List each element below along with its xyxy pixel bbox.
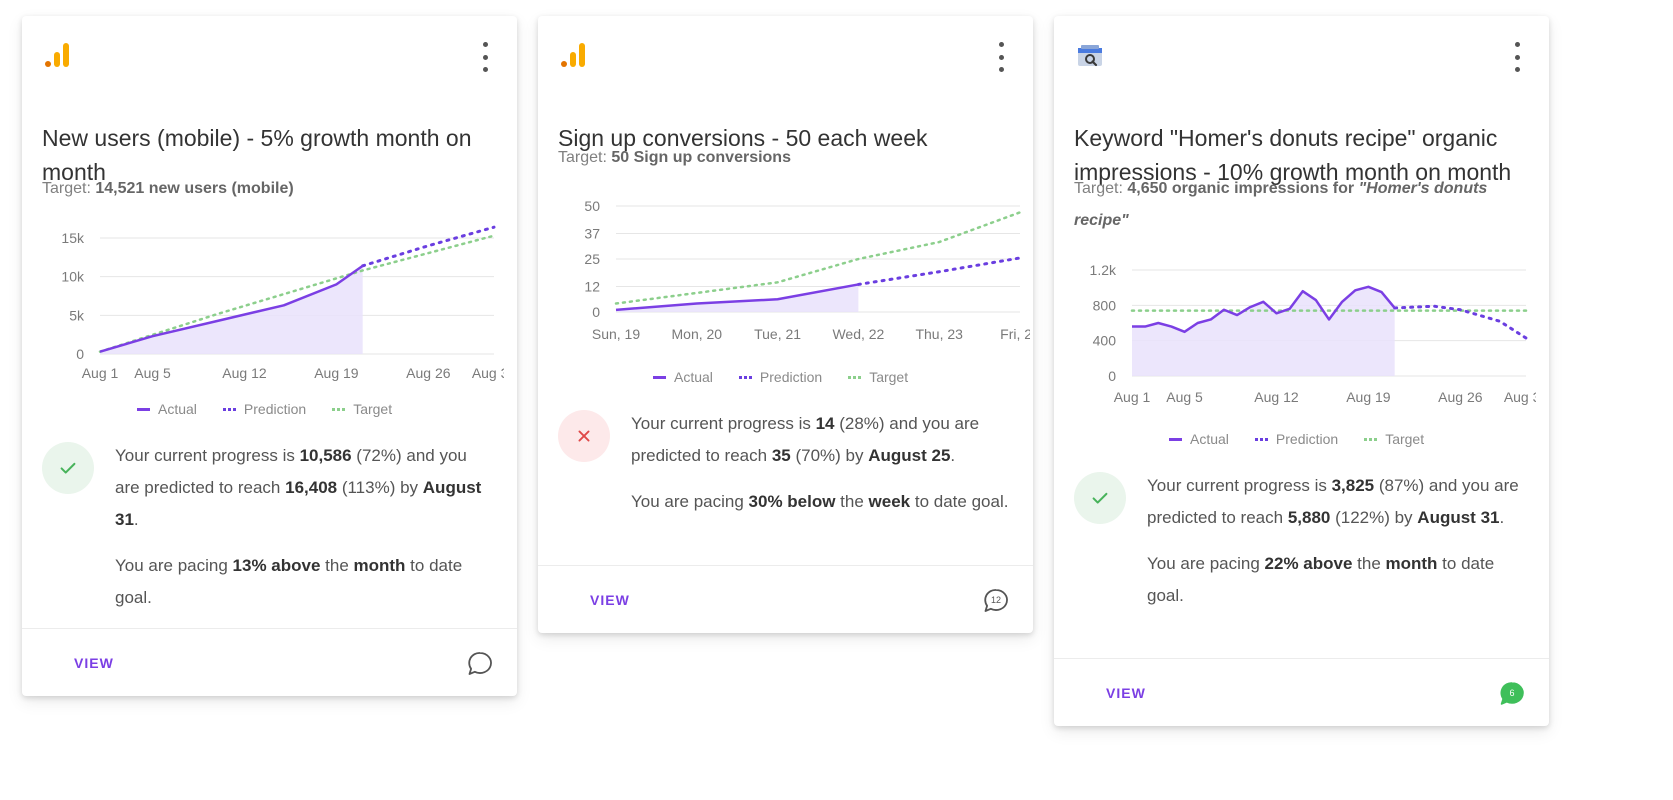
legend-actual: Actual [137,401,197,417]
x-tick-label: Aug 12 [222,365,267,381]
analytics-bars-icon [42,40,74,72]
y-tick-label: 0 [76,346,84,362]
actual-line [99,264,364,353]
comment-count: 6 [1509,688,1515,698]
card-target: Target: 4,650 organic impressions for "H… [1074,180,1488,229]
y-tick-label: 10k [61,269,85,285]
y-tick-label: 5k [69,307,85,323]
target-line [614,211,1022,305]
more-options-menu-icon[interactable] [1511,42,1523,72]
card-target: Target: 14,521 new users (mobile) [42,180,294,197]
comment-icon[interactable]: 12 [981,586,1011,616]
y-tick-label: 0 [1108,368,1116,384]
y-tick-label: 12 [584,279,600,295]
target-line [98,234,496,353]
actual-area [100,265,363,354]
x-tick-label: Aug 31 [472,365,504,381]
more-options-menu-icon[interactable] [995,42,1007,72]
actual-line [615,283,859,312]
x-tick-label: Aug 26 [406,365,451,381]
view-button[interactable]: VIEW [1106,685,1146,701]
goal-card-new-users: New users (mobile) - 5% growth month on … [22,16,517,696]
card-title: Keyword "Homer's donuts recipe" organic … [1074,125,1512,185]
card-target: Target: 50 Sign up conversions [558,149,791,166]
x-tick-label: Aug 12 [1254,389,1299,405]
more-options-menu-icon[interactable] [479,42,491,72]
y-tick-label: 37 [584,226,600,242]
legend-actual: Actual [1169,431,1229,447]
y-tick-label: 25 [584,251,600,267]
card-title: Sign up conversions - 50 each week [558,125,928,151]
legend-prediction: Prediction [738,369,822,385]
prediction-line [361,225,496,268]
legend-prediction: Prediction [1254,431,1338,447]
progress-chart: 0 12 25 37 50 Sun, 19 Mon, 20 Tue, 21 Wed, 22 Thu… [584,198,1030,342]
card-footer: VIEW 12 [538,565,1033,633]
status-success-icon [42,442,94,494]
x-tick-label: Fri, 24 [1000,326,1030,342]
x-tick-label: Aug 19 [314,365,359,381]
legend-target: Target [332,401,392,417]
chart-legend: Actual Prediction Target [137,401,392,417]
x-tick-label: Aug 19 [1346,389,1391,405]
y-tick-label: 400 [1093,333,1117,349]
chart-legend: Actual Prediction Target [653,369,908,385]
card-title: New users (mobile) - 5% growth month on … [42,125,472,185]
goal-card-keyword-impressions: Keyword "Homer's donuts recipe" organic … [1054,16,1549,726]
x-tick-label: Aug 1 [1114,389,1151,405]
progress-summary: Your current progress is 10,586 (72%) an… [115,446,482,607]
prediction-line [856,256,1022,286]
status-success-icon [1074,472,1126,524]
x-tick-label: Tue, 21 [754,326,801,342]
y-tick-label: 1.2k [1090,262,1117,278]
actual-line [1132,285,1396,334]
legend-target: Target [1364,431,1424,447]
analytics-bars-icon [558,40,590,72]
x-tick-label: Mon, 20 [672,326,723,342]
progress-summary: Your current progress is 3,825 (87%) and… [1147,476,1519,605]
x-tick-label: Aug 5 [134,365,171,381]
progress-summary: Your current progress is 14 (28%) and yo… [631,414,1009,511]
x-tick-label: Aug 31 [1504,389,1536,405]
x-tick-label: Wed, 22 [832,326,884,342]
goal-card-sign-up-conversions: Sign up conversions - 50 each week Targe… [538,16,1033,633]
prediction-line [1393,304,1528,340]
status-error-icon [558,410,610,462]
y-tick-label: 800 [1093,297,1117,313]
card-footer: VIEW [22,628,517,696]
x-tick-label: Sun, 19 [592,326,640,342]
y-tick-label: 0 [592,304,600,320]
card-footer: VIEW 6 [1054,658,1549,726]
search-console-icon [1074,40,1106,72]
y-tick-label: 50 [584,198,600,214]
legend-prediction: Prediction [222,401,306,417]
legend-actual: Actual [653,369,713,385]
actual-area [1132,286,1395,376]
x-tick-label: Thu, 23 [915,326,963,342]
x-tick-label: Aug 1 [82,365,119,381]
y-tick-label: 15k [61,230,85,246]
progress-chart: 0 5k 10k 15k Aug 1 Aug 5 Aug 12 Aug 19 Aug 26 Aug… [61,225,504,381]
comment-active-icon[interactable]: 6 [1497,679,1527,709]
chart-legend: Actual Prediction Target [1169,431,1424,447]
x-tick-label: Aug 26 [1438,389,1483,405]
comment-count: 12 [990,595,1001,605]
x-tick-label: Aug 5 [1166,389,1203,405]
view-button[interactable]: VIEW [590,592,630,608]
comment-icon[interactable] [465,649,495,679]
progress-chart: 0 400 800 1.2k Aug 1 Aug 5 Aug 12 Aug 19 Aug 26 A… [1090,262,1536,405]
legend-target: Target [848,369,908,385]
view-button[interactable]: VIEW [74,655,114,671]
